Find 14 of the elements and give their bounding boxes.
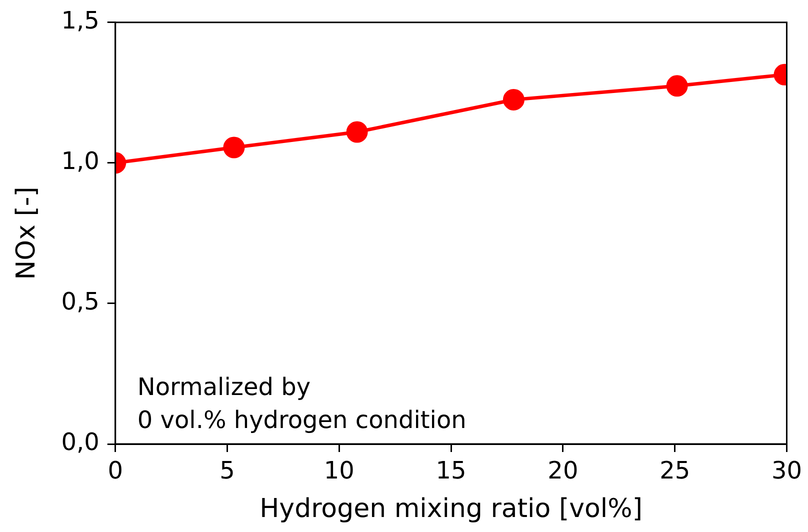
annotation: Normalized by 0 vol.% hydrogen condition — [137, 373, 466, 434]
x-tick-label: 10 — [324, 456, 354, 485]
y-tick-label: 0,0 — [61, 428, 100, 456]
y-axis-title: NOx [-] — [11, 186, 42, 280]
x-tick-label: 0 — [108, 456, 124, 485]
y-tick-label: 1,0 — [61, 147, 100, 176]
x-axis-title: Hydrogen mixing ratio [vol%] — [260, 494, 642, 524]
y-tick-label: 0,5 — [61, 288, 100, 316]
x-tick-label: 30 — [771, 456, 802, 485]
x-tick-label: 15 — [436, 456, 466, 485]
x-tick-label: 5 — [220, 456, 235, 485]
y-tick-label: 1,5 — [61, 6, 100, 35]
x-tick-label: 25 — [660, 456, 690, 485]
x-tick-label: 20 — [548, 456, 578, 485]
